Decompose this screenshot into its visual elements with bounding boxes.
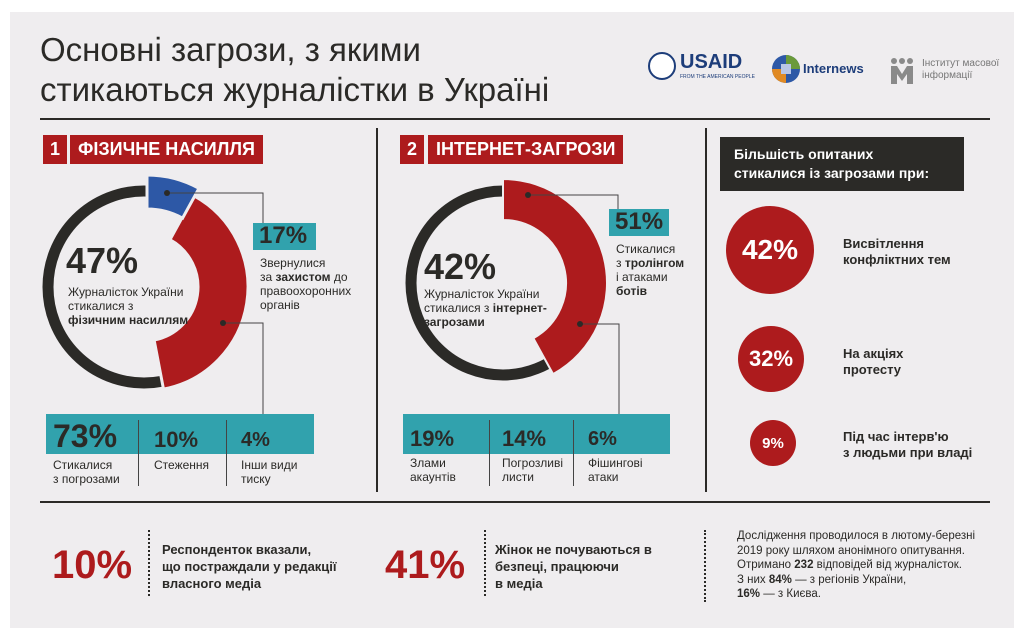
footer-stat-41: 41% [385,543,466,587]
leader-dot [220,320,226,326]
sought-protection-arc [145,173,202,221]
page-title: Основні загрози, з якими стикаються журна… [40,30,549,110]
stat-threats: 73% Стикалися з погрозами [53,418,120,486]
callout-17-percent: 17% [259,222,308,249]
internet-threats-arc [502,177,608,376]
dotted-separator [704,530,706,602]
usaid-logo: USAID FROM THE AMERICAN PEOPLE [648,51,755,84]
methodology-note: Дослідження проводилося в лютому-березні… [737,530,976,600]
footer-stat-10-text: Респонденток вказали, що постраждали у ре… [162,542,337,591]
usaid-tagline: FROM THE AMERICAN PEOPLE [680,74,755,80]
usaid-wordmark: USAID [680,51,743,73]
title-line-2: стикаються журналістки в Україні [40,71,550,108]
callout-51-percent: 51% [615,208,664,235]
section-2-description: Журналісток України стикалися з інтернет-… [424,287,547,329]
item-interviews: Під час інтерв'ю з людьми при владі [843,429,973,460]
callout-17-text: Звернулися за захистом до правоохоронних ор… [260,256,352,312]
stat-other-pressure: 4% Інши види тиску [241,429,298,486]
stat-surveillance: 10% Стеження [154,427,210,472]
stat-separator [573,420,574,486]
imi-name-line-2: інформації [922,70,973,81]
section-1-stats-bar [46,414,314,454]
dotted-separator [148,530,150,596]
stat-phishing: 6% Фішингові атаки [588,428,643,484]
imi-logo: Інститут масової інформації [890,58,1005,86]
item-conflict-topics: Висвітлення конфліктних тем [843,236,951,267]
item-protests: На акціях протесту [843,346,904,377]
section-2-stats-bar [403,414,670,454]
section-2-title: ІНТЕРНЕТ-ЗАГРОЗИ [428,135,624,164]
footer-stat-10: 10% [52,543,133,587]
header-divider [40,118,990,120]
section-2-number: 2 [400,135,424,164]
section-1-title: ФІЗИЧНЕ НАСИЛЛЯ [70,135,263,164]
internews-wordmark: Internews [803,61,864,76]
stats-leader-line [580,323,620,414]
internews-mark-icon [772,55,800,83]
circle-42: 42% [726,206,814,294]
stat-account-hacks: 19% Злами акаунтів [410,426,456,484]
physical-violence-arc [152,193,250,391]
callout-leader-line [167,192,264,223]
section-1-percent: 47% [66,240,139,281]
dotted-separator [484,530,486,596]
divider-2 [705,128,707,492]
callout-17-box [253,223,316,250]
internews-logo: Internews [772,55,872,85]
circle-32: 32% [738,326,804,392]
title-line-1: Основні загрози, з якими [40,31,421,68]
stat-threat-letters: 14% Погрозливі листи [502,426,564,484]
callout-leader-line [528,194,619,209]
callout-51-text: Стикалися з тролінгом і атаками ботів [616,242,685,298]
footer-divider [40,501,990,503]
divider-1 [376,128,378,492]
physical-violence-donut [42,173,264,414]
footer-stat-41-text: Жінок не почуваються в безпеці, працюючи в… [495,542,652,591]
internet-threats-donut [405,177,620,414]
leader-dot [164,190,170,196]
stat-separator [489,420,490,486]
imi-mark-icon [891,58,913,84]
section-1-description: Журналісток України стикалися з фізичним … [68,285,189,327]
usaid-seal-icon [648,52,676,80]
imi-name-line-1: Інститут масової [922,58,1000,69]
leader-dot [577,321,583,327]
infographic-panel [10,12,1014,628]
section-3-header: Більшість опитаних стикалися із загрозами… [720,137,964,191]
stat-separator [226,420,227,486]
section-1-number: 1 [43,135,67,164]
callout-51-box [609,209,669,236]
section-2-percent: 42% [424,246,497,287]
leader-dot [525,192,531,198]
stats-leader-line [223,322,264,414]
stat-separator [138,420,139,486]
circle-9: 9% [750,420,796,466]
